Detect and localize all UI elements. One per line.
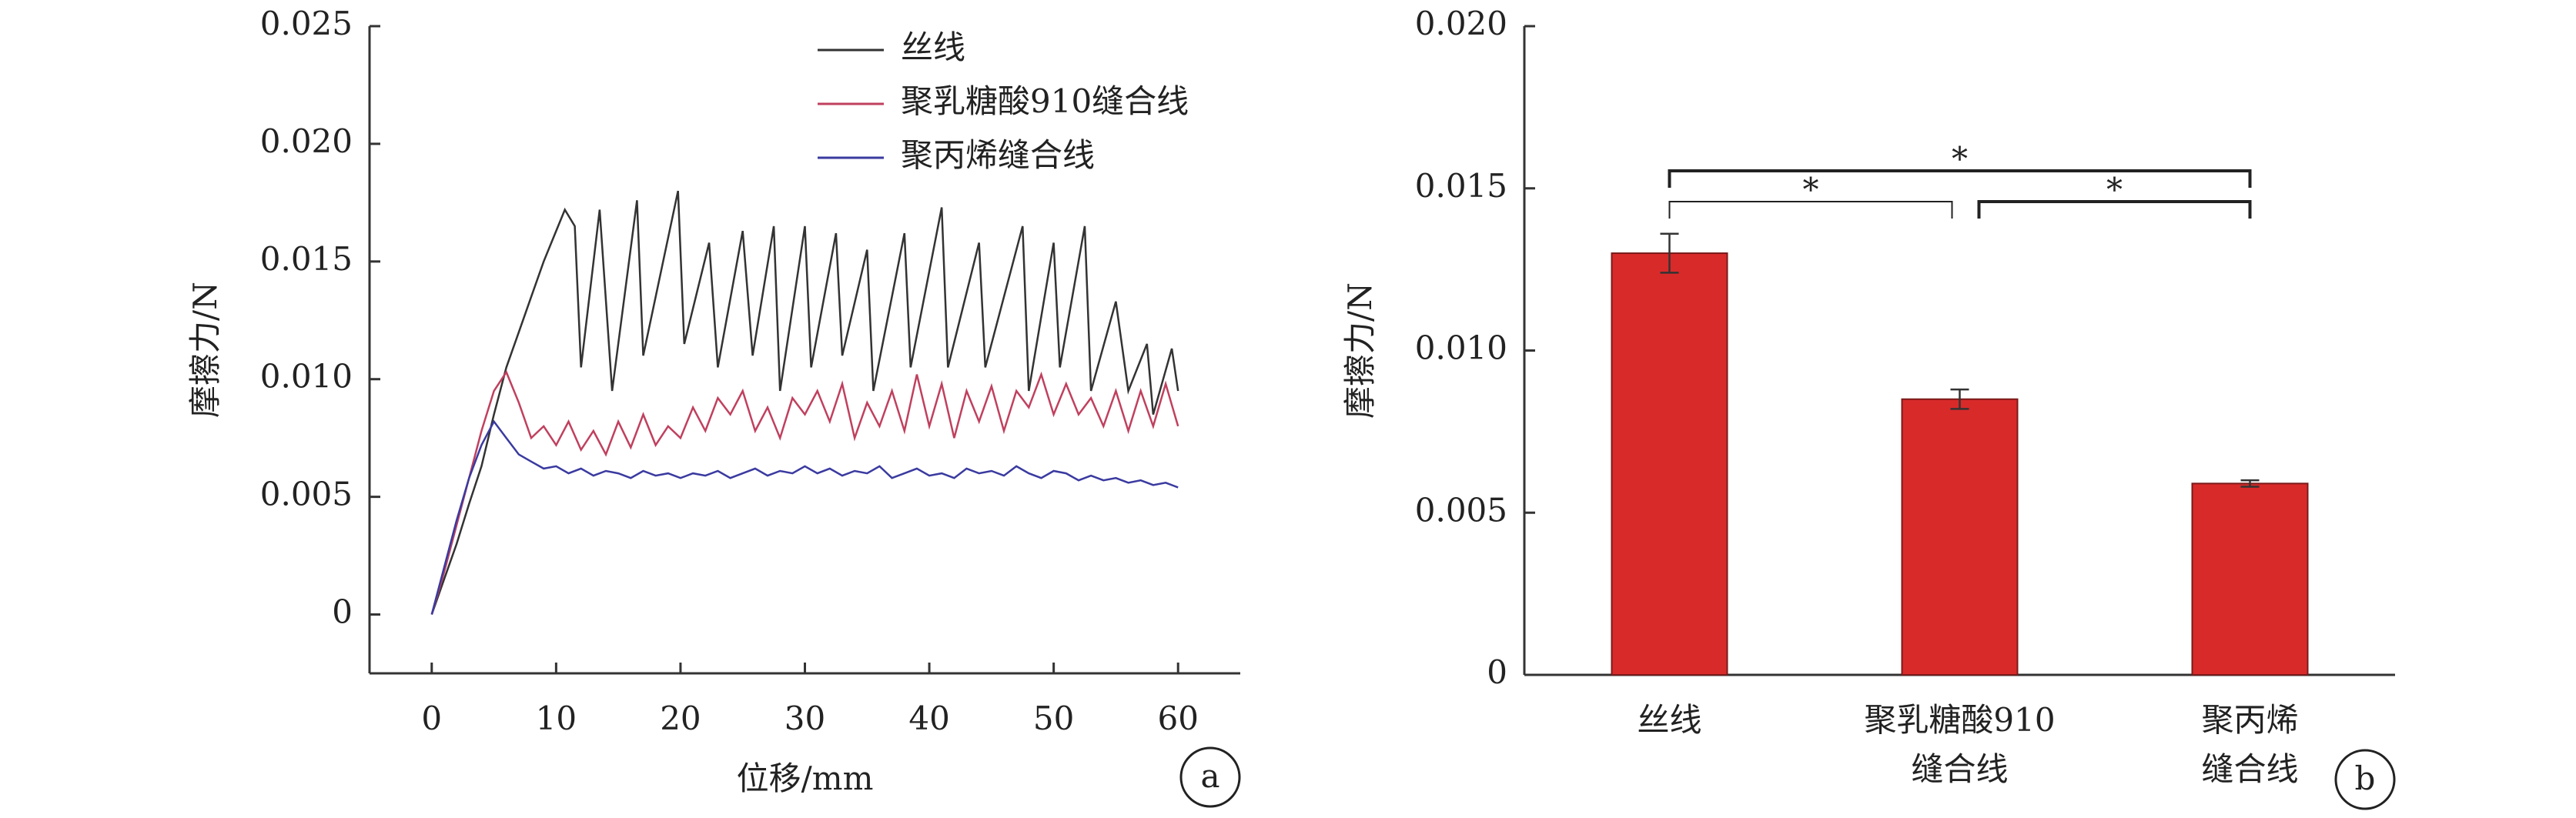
panel-label: b — [2355, 760, 2376, 797]
y-axis-label: 摩擦力/N — [186, 282, 224, 418]
panel-circle — [1179, 746, 1241, 808]
bar — [1901, 398, 2019, 676]
x-tick-label: 10 — [536, 699, 577, 737]
y-tick-label: 0.005 — [1415, 491, 1507, 529]
x-tick-label: 0 — [421, 699, 442, 737]
x-tick-label: 丝线 — [1637, 701, 1701, 739]
significance-label: * — [1952, 140, 1968, 178]
x-tick-label: 30 — [785, 699, 825, 737]
error-bar — [1660, 232, 1679, 274]
bar — [2191, 482, 2309, 676]
legend-label: 聚丙烯缝合线 — [901, 136, 1095, 174]
x-tick-label: 聚乳糖酸910 — [1864, 701, 2055, 739]
significance-label: * — [2106, 171, 2123, 209]
y-tick-label: 0.020 — [1415, 5, 1507, 42]
x-tick-label: 20 — [660, 699, 701, 737]
x-tick-label: 聚丙烯 — [2201, 701, 2298, 739]
error-bar — [2240, 479, 2260, 488]
error-bar — [1950, 388, 1969, 410]
y-tick-label: 0.015 — [1415, 167, 1507, 205]
significance-bracket — [1668, 169, 2252, 188]
y-tick-label: 0.020 — [260, 122, 353, 160]
line-series — [430, 190, 1179, 615]
x-axis-label: 位移/mm — [737, 760, 874, 797]
y-tick-label: 0 — [332, 593, 353, 631]
panel-circle — [2334, 749, 2396, 810]
x-tick-label: 60 — [1157, 699, 1198, 737]
y-axis-label: 摩擦力/N — [1341, 282, 1379, 419]
y-tick-label: 0.010 — [1415, 329, 1507, 367]
y-tick-label: 0 — [1487, 653, 1507, 691]
legend-label: 聚乳糖酸910缝合线 — [901, 82, 1189, 120]
y-tick-label: 0.010 — [260, 358, 353, 396]
legend-label: 丝线 — [901, 28, 965, 66]
y-tick-label: 0.015 — [260, 240, 353, 278]
y-tick-label: 0.005 — [260, 476, 353, 513]
bar — [1611, 252, 1728, 676]
panel-label: a — [1200, 757, 1219, 795]
significance-label: * — [1803, 171, 1819, 209]
line-series — [430, 369, 1179, 615]
x-tick-label: 50 — [1033, 699, 1074, 737]
x-tick-label: 缝合线 — [1911, 750, 2008, 788]
significance-bracket — [1977, 200, 2252, 219]
line-series — [430, 419, 1179, 615]
significance-bracket — [1668, 201, 1953, 219]
x-tick-label: 缝合线 — [2201, 750, 2298, 788]
y-tick-label: 0.025 — [260, 5, 353, 42]
x-tick-label: 40 — [908, 699, 949, 737]
